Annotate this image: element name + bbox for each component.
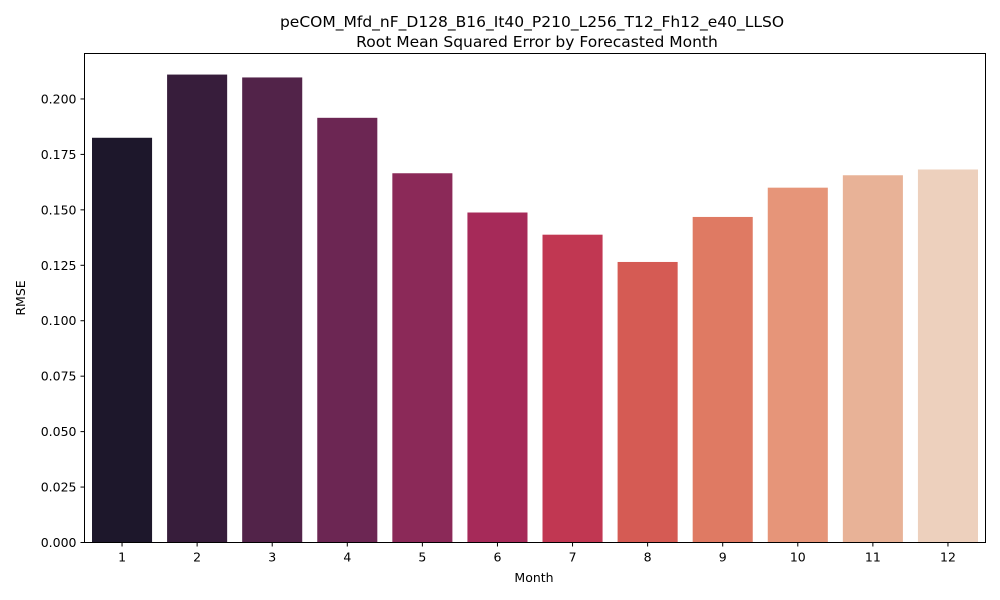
x-tick-label: 8 xyxy=(644,550,652,565)
bar-month-4 xyxy=(317,117,378,543)
x-tick-label: 10 xyxy=(790,550,806,565)
bar-month-7 xyxy=(542,234,603,543)
x-tick-label: 3 xyxy=(268,550,276,565)
y-tick-label: 0.000 xyxy=(41,535,77,550)
bar-month-3 xyxy=(242,77,303,543)
bar-month-8 xyxy=(617,261,678,543)
y-tick-label: 0.075 xyxy=(41,369,77,384)
x-tick-label: 9 xyxy=(719,550,727,565)
x-axis-label: Month xyxy=(514,570,553,585)
chart-title: peCOM_Mfd_nF_D128_B16_It40_P210_L256_T12… xyxy=(280,13,784,32)
y-tick-label: 0.125 xyxy=(41,258,77,273)
y-tick-label: 0.200 xyxy=(41,91,77,106)
x-tick-label: 12 xyxy=(940,550,956,565)
y-tick-label: 0.150 xyxy=(41,202,77,217)
y-tick-label: 0.025 xyxy=(41,480,77,495)
y-tick-label: 0.175 xyxy=(41,147,77,162)
x-tick-label: 2 xyxy=(193,550,201,565)
y-axis-label: RMSE xyxy=(13,280,28,315)
bar-month-9 xyxy=(692,216,753,543)
bar-month-12 xyxy=(917,169,978,543)
x-tick-label: 6 xyxy=(493,550,501,565)
x-tick-label: 11 xyxy=(865,550,881,565)
y-axis-ticks: 0.000 0.025 0.050 0.075 0.100 0.125 0.150 0.175… xyxy=(41,91,85,550)
chart-subtitle: Root Mean Squared Error by Forecasted Mo… xyxy=(356,33,718,51)
y-tick-label: 0.050 xyxy=(41,424,77,439)
plot-frame xyxy=(84,53,986,543)
bar-month-5 xyxy=(392,173,453,543)
bar-month-6 xyxy=(467,212,528,543)
bar-month-2 xyxy=(167,74,228,543)
x-tick-label: 7 xyxy=(569,550,577,565)
x-axis-ticks: 1 2 3 4 5 6 7 8 9 10 11 12 xyxy=(118,542,956,565)
bars-group xyxy=(92,74,978,543)
x-tick-label: 4 xyxy=(343,550,351,565)
bar-month-11 xyxy=(842,175,903,543)
x-tick-label: 1 xyxy=(118,550,126,565)
x-tick-label: 5 xyxy=(418,550,426,565)
bar-month-1 xyxy=(92,137,153,543)
y-tick-label: 0.100 xyxy=(41,313,77,328)
bar-month-10 xyxy=(767,187,828,543)
